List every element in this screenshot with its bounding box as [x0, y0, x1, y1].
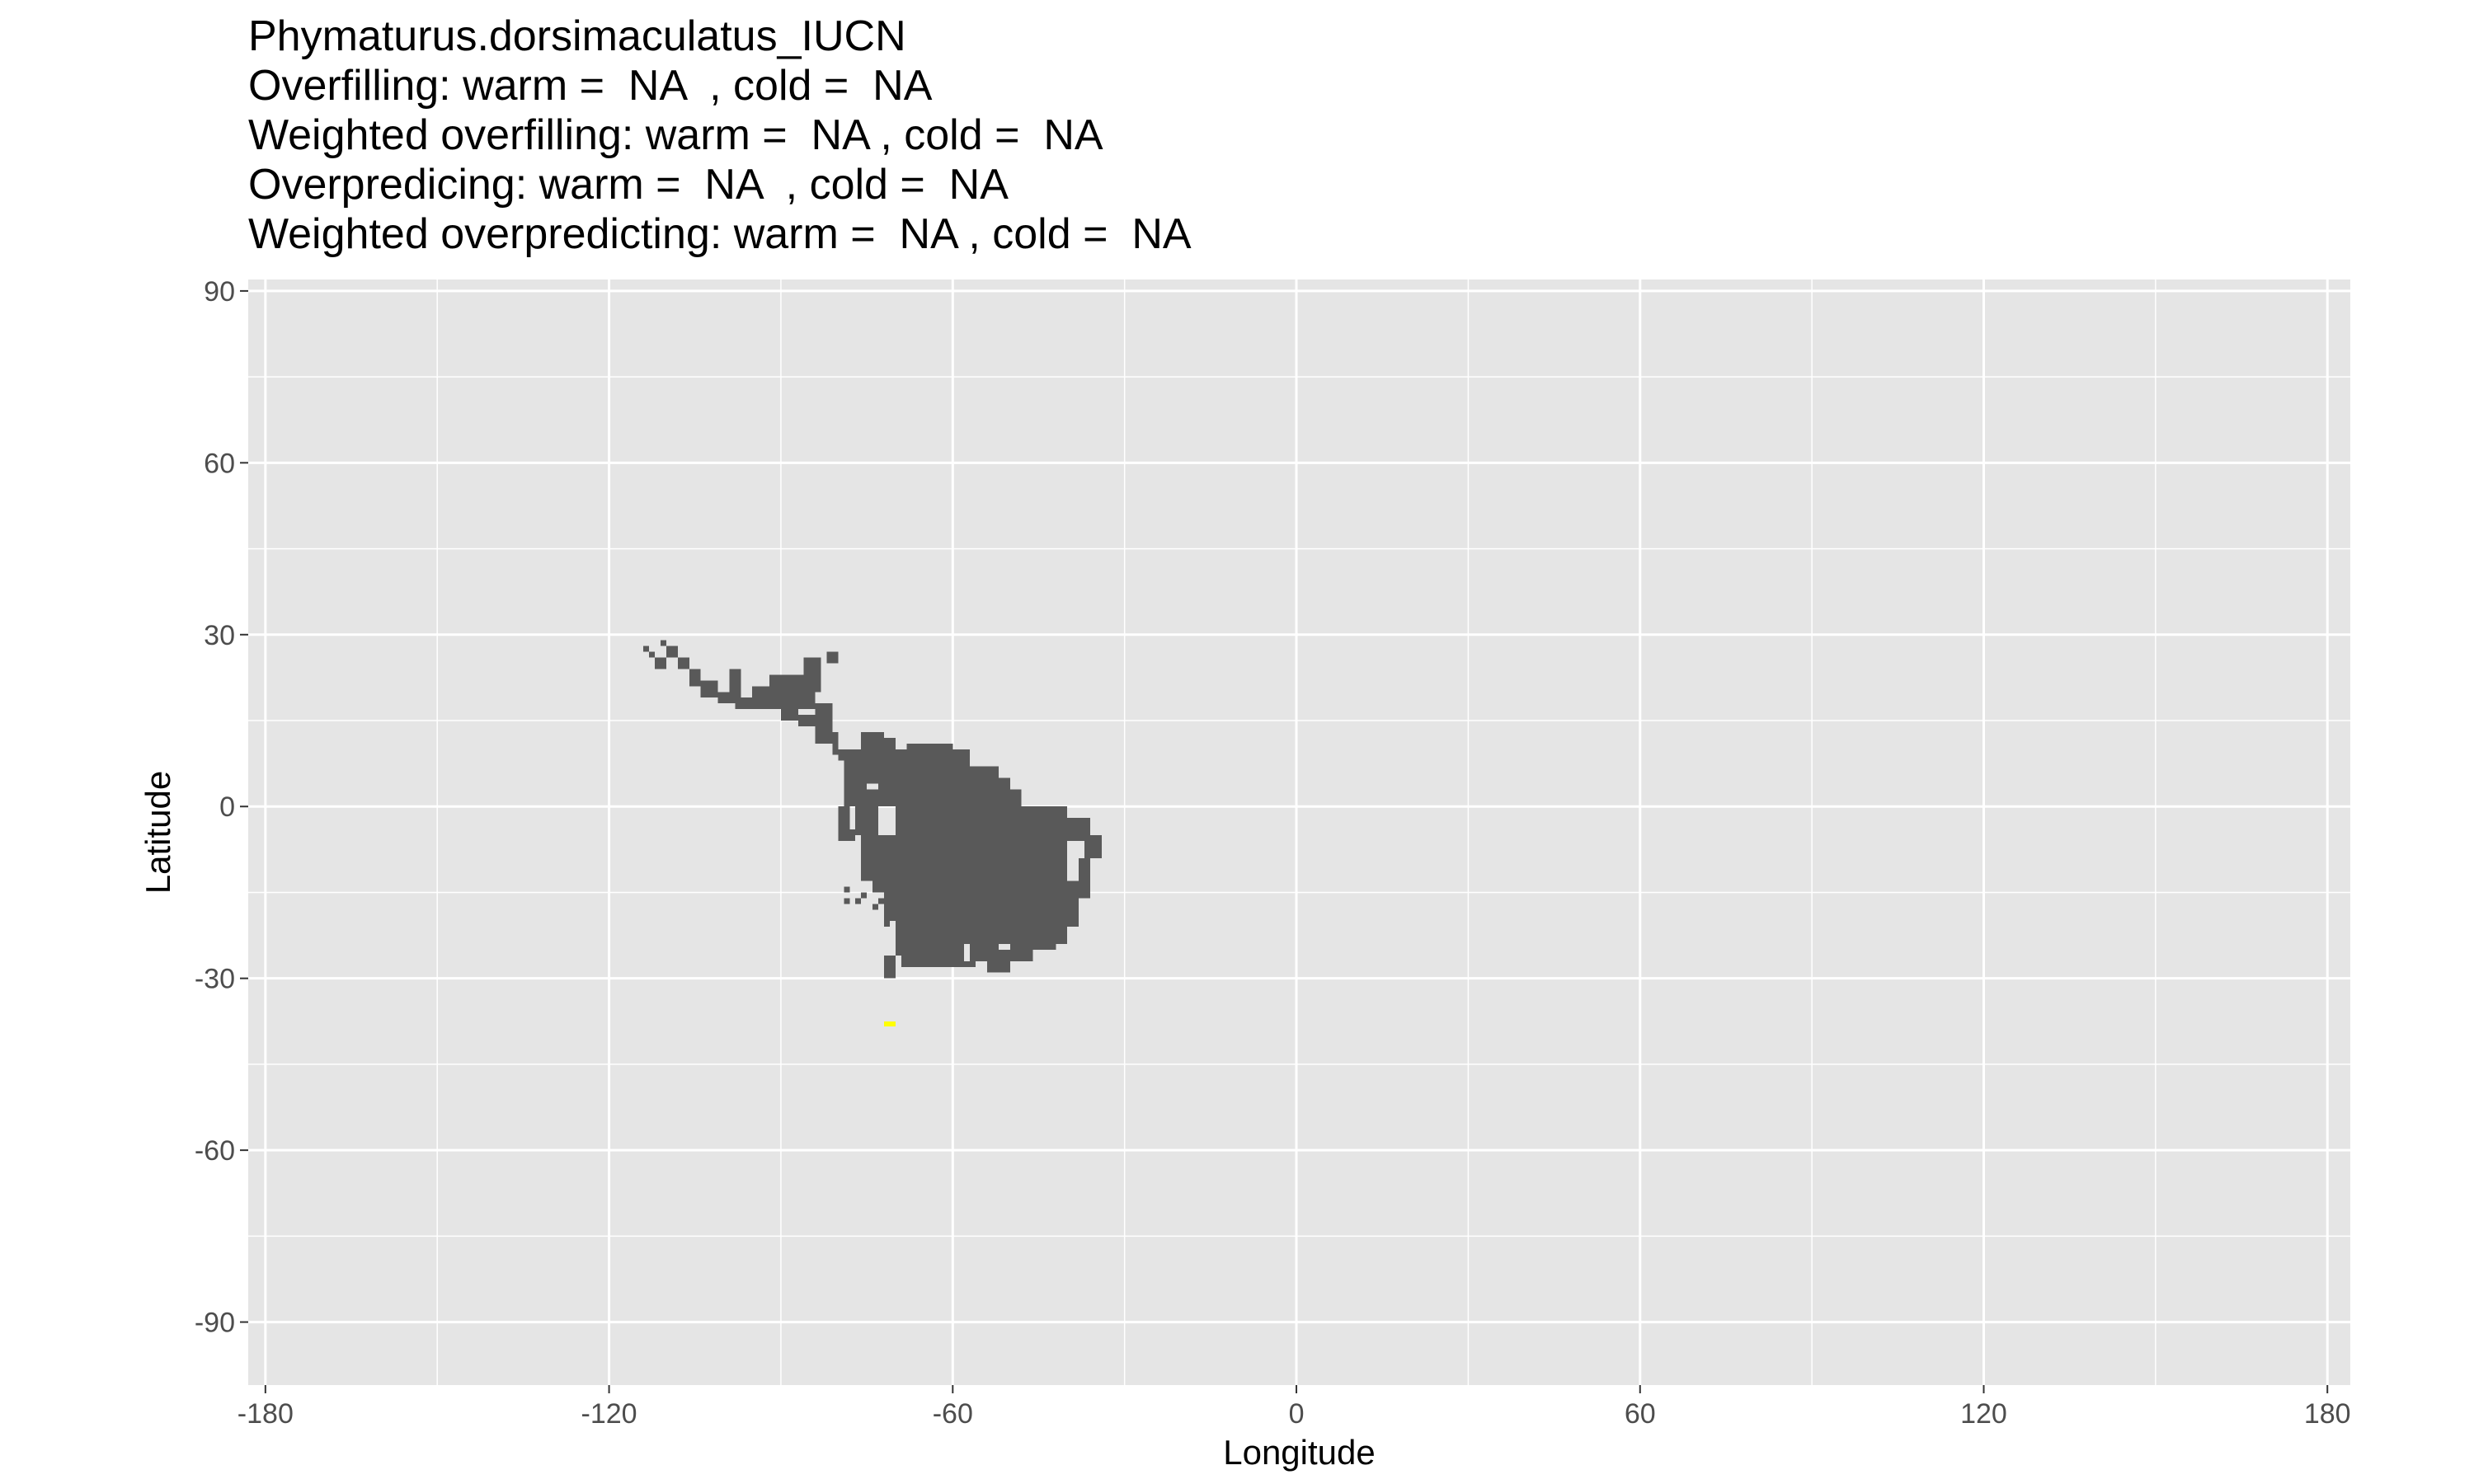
raster-cell — [844, 898, 850, 904]
raster-cell — [666, 646, 678, 658]
raster-cell — [883, 1021, 896, 1027]
raster-cell — [947, 829, 1010, 922]
raster-cell — [895, 943, 907, 956]
title-overfilling: Overfilling: warm = NA , cold = NA — [248, 62, 933, 110]
raster-cell — [986, 949, 1010, 973]
raster-cell — [872, 904, 879, 910]
raster-cell — [883, 955, 896, 979]
x-tick-label: 180 — [2304, 1398, 2351, 1430]
raster-cell — [655, 657, 667, 669]
raster-cell — [918, 955, 953, 961]
raster-cell — [964, 960, 976, 967]
title-weighted-overpredicting: Weighted overpredicting: warm = NA , col… — [248, 210, 1192, 258]
raster-cell — [912, 932, 919, 944]
y-tick-label: 0 — [219, 791, 235, 823]
y-tick-label: 90 — [204, 276, 235, 308]
raster-cell — [872, 881, 896, 893]
y-axis-label: Latitude — [139, 771, 177, 894]
y-tick-label: 60 — [204, 448, 235, 479]
raster-cell — [643, 646, 650, 652]
title-species: Phymaturus.dorsimaculatus_IUCN — [248, 12, 906, 60]
y-tick-label: 30 — [204, 620, 235, 651]
raster-cell — [883, 921, 890, 928]
raster-cell — [797, 715, 816, 726]
raster-cell — [1067, 881, 1079, 928]
raster-cell — [895, 806, 919, 876]
x-axis-label: Longitude — [1223, 1433, 1376, 1472]
x-tick-label: 0 — [1289, 1398, 1305, 1430]
title-overpredicing: Overpredicing: warm = NA , cold = NA — [248, 161, 1009, 209]
y-tick-label: -60 — [195, 1135, 235, 1167]
raster-cell — [861, 892, 868, 899]
raster-cell — [729, 669, 741, 704]
raster-cell — [815, 715, 827, 726]
raster-cell — [883, 898, 885, 904]
y-axis: 90 60 30 0 -30 -60 -90 — [195, 276, 248, 1339]
raster-cell — [700, 680, 718, 698]
raster-cell — [661, 640, 667, 646]
x-axis: -180 -120 -60 0 60 120 180 — [238, 1385, 2351, 1430]
raster-cell — [838, 806, 850, 830]
raster-cell — [780, 703, 798, 721]
raster-cell — [906, 909, 913, 922]
raster-cell — [872, 869, 879, 876]
raster-cell — [855, 789, 879, 835]
y-tick-label: -90 — [195, 1308, 235, 1339]
raster-cell — [689, 669, 701, 687]
raster-cell — [1021, 943, 1033, 956]
raster-cell — [998, 789, 1022, 807]
raster-cell — [832, 731, 839, 755]
raster-cell — [797, 680, 816, 710]
raster-cells — [643, 640, 1102, 1027]
raster-cell — [826, 651, 839, 664]
raster-cell — [952, 955, 965, 967]
y-tick-label: -30 — [195, 964, 235, 995]
raster-cell — [844, 886, 850, 893]
raster-cell — [1038, 932, 1068, 944]
raster-cell — [1084, 834, 1102, 858]
plot-panel — [248, 279, 2350, 1385]
title-weighted-overfilling: Weighted overfilling: warm = NA , cold =… — [248, 111, 1103, 159]
raster-cell — [855, 898, 862, 904]
raster-cell — [895, 892, 907, 904]
raster-cell — [861, 846, 873, 852]
raster-cell — [883, 749, 930, 807]
x-tick-label: -180 — [238, 1398, 294, 1430]
plot-title-block: Phymaturus.dorsimaculatus_IUCN Overfilli… — [248, 12, 1192, 259]
major-gridlines — [248, 279, 2350, 1385]
x-tick-label: 60 — [1625, 1398, 1656, 1430]
raster-cell — [1079, 857, 1090, 899]
x-tick-label: 120 — [1960, 1398, 2007, 1430]
raster-cell — [649, 651, 656, 658]
x-tick-label: -60 — [933, 1398, 973, 1430]
raster-cell — [867, 852, 879, 864]
x-tick-label: -120 — [581, 1398, 637, 1430]
raster-cell — [838, 829, 856, 841]
raster-cell — [677, 657, 689, 669]
